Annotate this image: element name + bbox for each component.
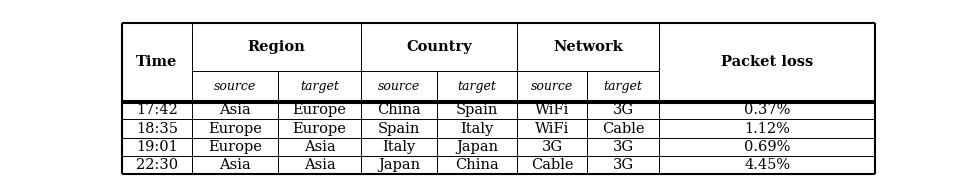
- Text: source: source: [531, 80, 573, 93]
- Text: WiFi: WiFi: [535, 104, 570, 117]
- Text: 17:42: 17:42: [136, 104, 178, 117]
- Text: Packet loss: Packet loss: [721, 55, 814, 69]
- Text: Asia: Asia: [303, 158, 335, 172]
- Text: Region: Region: [248, 40, 305, 54]
- Text: Network: Network: [553, 40, 623, 54]
- Text: 3G: 3G: [612, 104, 634, 117]
- Text: Spain: Spain: [378, 121, 420, 136]
- Text: Spain: Spain: [456, 104, 499, 117]
- Text: Europe: Europe: [208, 121, 262, 136]
- Text: source: source: [378, 80, 420, 93]
- Text: Europe: Europe: [293, 121, 347, 136]
- Text: China: China: [377, 104, 421, 117]
- Text: target: target: [604, 80, 642, 93]
- Text: 3G: 3G: [541, 140, 563, 153]
- Text: 4.45%: 4.45%: [744, 158, 790, 172]
- Text: Cable: Cable: [602, 121, 644, 136]
- Text: China: China: [455, 158, 499, 172]
- Text: Japan: Japan: [378, 158, 420, 172]
- Text: Europe: Europe: [293, 104, 347, 117]
- Text: 0.69%: 0.69%: [744, 140, 790, 153]
- Text: Asia: Asia: [303, 140, 335, 153]
- Text: 1.12%: 1.12%: [745, 121, 790, 136]
- Text: 3G: 3G: [612, 140, 634, 153]
- Text: target: target: [300, 80, 339, 93]
- Text: WiFi: WiFi: [535, 121, 570, 136]
- Text: source: source: [214, 80, 257, 93]
- Text: Cable: Cable: [531, 158, 573, 172]
- Text: Italy: Italy: [461, 121, 494, 136]
- Text: Asia: Asia: [220, 104, 251, 117]
- Text: Asia: Asia: [220, 158, 251, 172]
- Text: Italy: Italy: [382, 140, 416, 153]
- Text: Japan: Japan: [456, 140, 498, 153]
- Text: Europe: Europe: [208, 140, 262, 153]
- Text: 3G: 3G: [612, 158, 634, 172]
- Text: 22:30: 22:30: [136, 158, 178, 172]
- Text: 19:01: 19:01: [136, 140, 178, 153]
- Text: target: target: [458, 80, 497, 93]
- Text: Country: Country: [406, 40, 471, 54]
- Text: 18:35: 18:35: [136, 121, 178, 136]
- Text: 0.37%: 0.37%: [744, 104, 790, 117]
- Text: Time: Time: [136, 55, 178, 69]
